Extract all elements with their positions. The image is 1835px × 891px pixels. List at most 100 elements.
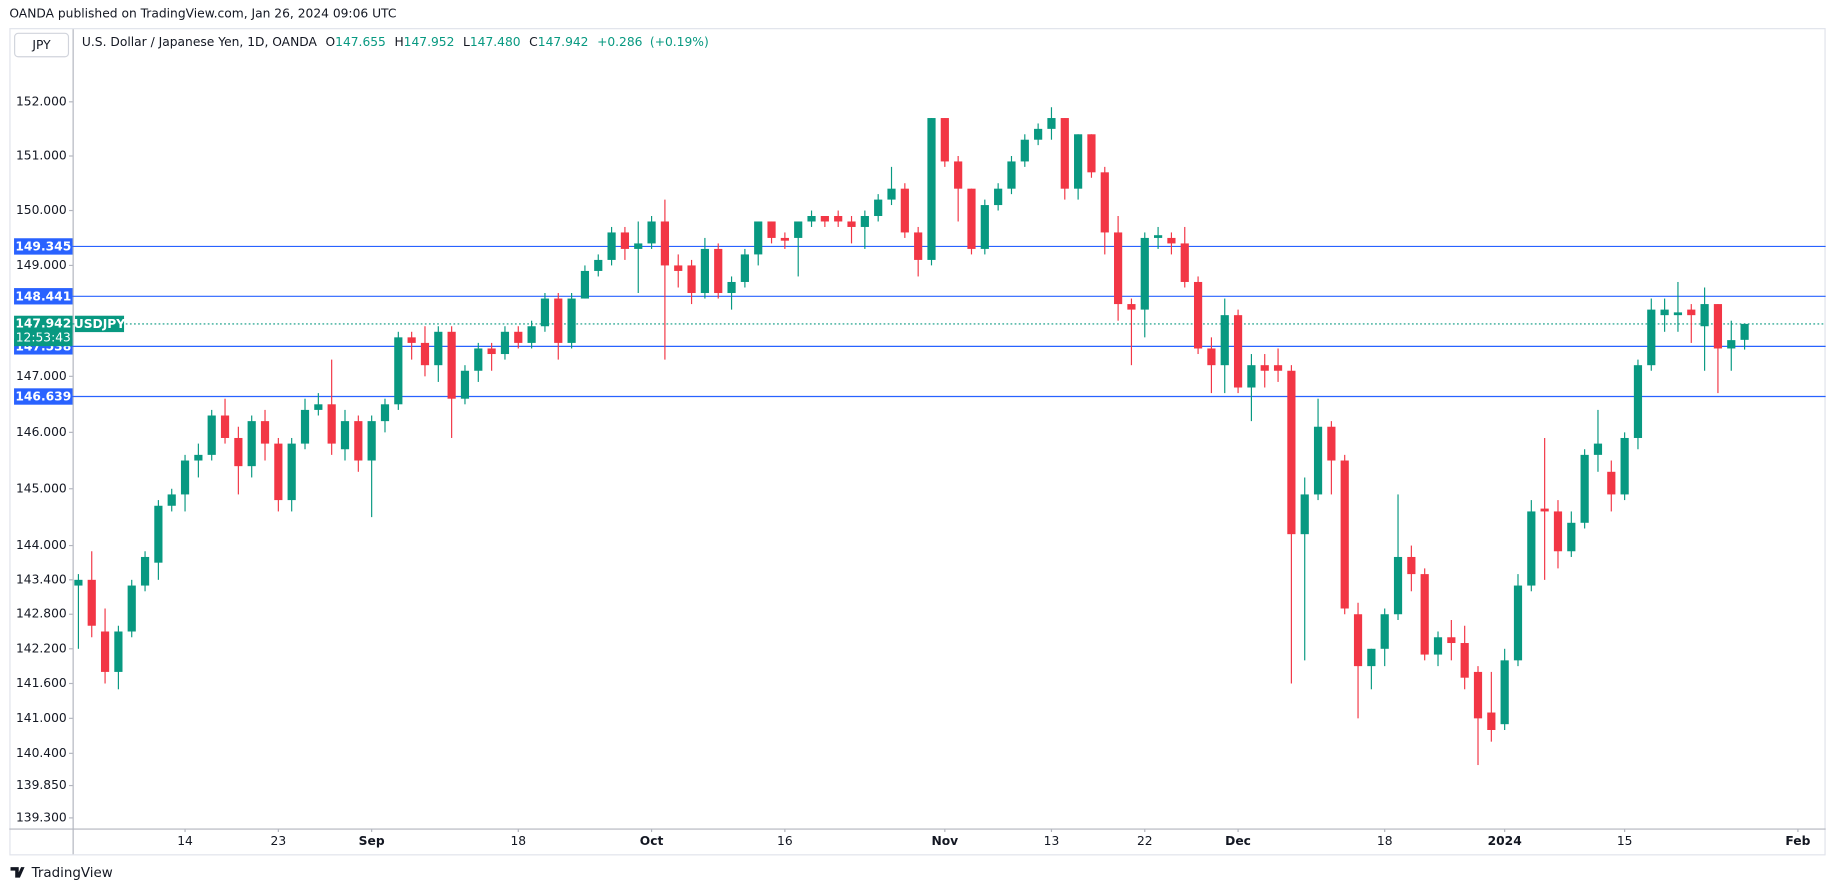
candle-body bbox=[1393, 556, 1403, 615]
candle-body bbox=[500, 331, 510, 355]
currency-box[interactable] bbox=[14, 32, 70, 58]
published-note: OANDA published on TradingView.com, Jan … bbox=[9, 7, 396, 21]
candle-body bbox=[767, 221, 776, 238]
candle-body bbox=[994, 188, 1003, 206]
level-label: 149.345 bbox=[15, 240, 71, 254]
candle-body bbox=[287, 443, 296, 501]
candle-body bbox=[1313, 426, 1323, 495]
y-tick-label: 145.000 bbox=[16, 481, 67, 495]
candle-body bbox=[207, 415, 216, 455]
brand: TradingView bbox=[31, 866, 113, 881]
candle-body bbox=[700, 248, 709, 294]
x-tick-label: Sep bbox=[359, 834, 385, 848]
last-price-box bbox=[14, 315, 73, 347]
candle-body bbox=[1167, 237, 1176, 244]
x-tick-label: 15 bbox=[1617, 834, 1633, 848]
x-tick-label: 2024 bbox=[1488, 834, 1522, 848]
legend-c: 147.942 bbox=[538, 35, 589, 49]
y-tick-label: 142.200 bbox=[16, 641, 67, 655]
candle-body bbox=[1380, 614, 1389, 649]
candle-body bbox=[1673, 312, 1683, 316]
candle-body bbox=[1593, 443, 1603, 455]
candle-body bbox=[1540, 508, 1549, 512]
candle-body bbox=[1700, 304, 1709, 327]
candle-body bbox=[274, 443, 283, 501]
candle-body bbox=[1007, 161, 1016, 189]
legend-o-label: O bbox=[325, 35, 335, 49]
candle-body bbox=[794, 221, 803, 238]
x-tick-label: 18 bbox=[1377, 834, 1393, 848]
candle-body bbox=[914, 232, 923, 260]
candle-body bbox=[1407, 556, 1416, 575]
candle-body bbox=[1087, 134, 1096, 173]
legend-o: 147.655 bbox=[335, 35, 386, 49]
legend-symbol: U.S. Dollar / Japanese Yen, 1D, OANDA bbox=[82, 35, 318, 49]
candle-body bbox=[1060, 118, 1069, 189]
candle-body bbox=[1154, 235, 1163, 238]
candle-body bbox=[114, 631, 123, 672]
level-label: 146.639 bbox=[15, 390, 71, 404]
candle-body bbox=[1233, 315, 1243, 388]
candle-body bbox=[1687, 309, 1696, 316]
level-label-box bbox=[14, 238, 73, 255]
level-label-box bbox=[14, 388, 73, 405]
candle-body bbox=[314, 404, 323, 410]
candle-body bbox=[420, 342, 430, 366]
candle-body bbox=[1100, 172, 1109, 233]
candle-body bbox=[567, 298, 576, 343]
candle-body bbox=[247, 421, 256, 467]
candle-body bbox=[1260, 365, 1269, 371]
y-tick-label: 144.000 bbox=[16, 538, 67, 552]
candle-body bbox=[1327, 426, 1336, 461]
candle-body bbox=[1607, 471, 1616, 495]
candle-body bbox=[954, 161, 963, 189]
candle-body bbox=[820, 216, 829, 222]
legend-h-label: H bbox=[394, 35, 403, 49]
y-tick-label: 149.000 bbox=[16, 258, 67, 272]
x-tick-label: 14 bbox=[177, 834, 193, 848]
candle-body bbox=[1047, 118, 1056, 129]
y-tick-label: 141.000 bbox=[16, 711, 67, 725]
candle-body bbox=[327, 404, 336, 444]
level-label: 148.441 bbox=[15, 289, 71, 303]
candle-body bbox=[634, 243, 643, 249]
legend: U.S. Dollar / Japanese Yen, 1D, OANDA O1… bbox=[82, 35, 709, 49]
y-tick-label: 143.400 bbox=[16, 572, 67, 586]
candle-body bbox=[167, 494, 176, 506]
y-tick-label: 139.850 bbox=[16, 778, 67, 792]
candle-body bbox=[1034, 128, 1043, 140]
candle-body bbox=[847, 221, 856, 227]
y-tick-label: 146.000 bbox=[16, 425, 67, 439]
candle-body bbox=[1553, 511, 1563, 552]
candle-body bbox=[447, 331, 456, 399]
candle-body bbox=[1527, 511, 1536, 586]
plot-area bbox=[72, 107, 1826, 766]
y-tick-label: 152.000 bbox=[16, 94, 67, 108]
candle-body bbox=[367, 421, 376, 461]
candle-body bbox=[260, 421, 270, 444]
candle-body bbox=[900, 188, 909, 233]
candle-body bbox=[1460, 643, 1469, 678]
candle-body bbox=[1127, 304, 1136, 310]
candle-body bbox=[940, 118, 949, 162]
x-tick-label: Nov bbox=[931, 834, 958, 848]
candle-body bbox=[194, 454, 203, 461]
legend-change: +0.286 bbox=[597, 35, 643, 49]
candle-body bbox=[980, 205, 989, 249]
candle-body bbox=[1487, 712, 1496, 730]
candle-body bbox=[754, 221, 763, 255]
candle-body bbox=[1220, 315, 1229, 366]
candle-body bbox=[380, 404, 390, 422]
x-tick-label: 18 bbox=[510, 834, 526, 848]
candle-body bbox=[714, 248, 723, 294]
candle-body bbox=[1420, 574, 1429, 655]
y-tick-label: 141.600 bbox=[16, 676, 67, 690]
symbol-tag-box bbox=[74, 315, 125, 333]
candle-body bbox=[487, 348, 496, 355]
candle-body bbox=[180, 460, 190, 495]
candle-body bbox=[1180, 243, 1189, 282]
candle-body bbox=[887, 188, 896, 200]
candle-body bbox=[300, 409, 310, 444]
y-tick-label: 150.000 bbox=[16, 203, 67, 217]
